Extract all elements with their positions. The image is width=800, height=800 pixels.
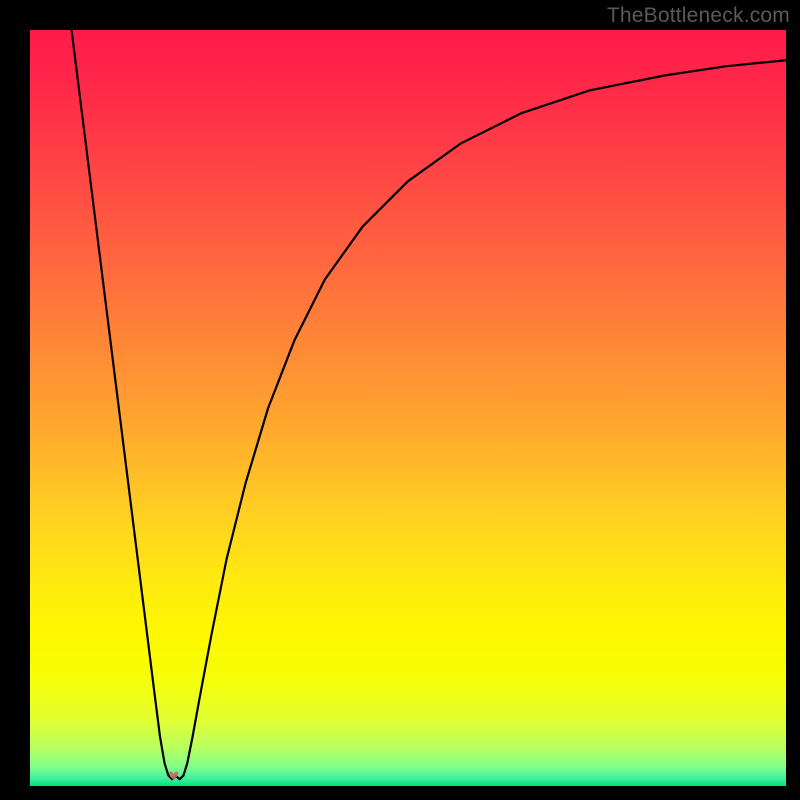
curve-layer <box>30 30 786 786</box>
plot-area <box>30 30 786 786</box>
chart-container: TheBottleneck.com <box>0 0 800 800</box>
bottleneck-curve <box>72 30 786 779</box>
watermark-text: TheBottleneck.com <box>607 4 790 28</box>
